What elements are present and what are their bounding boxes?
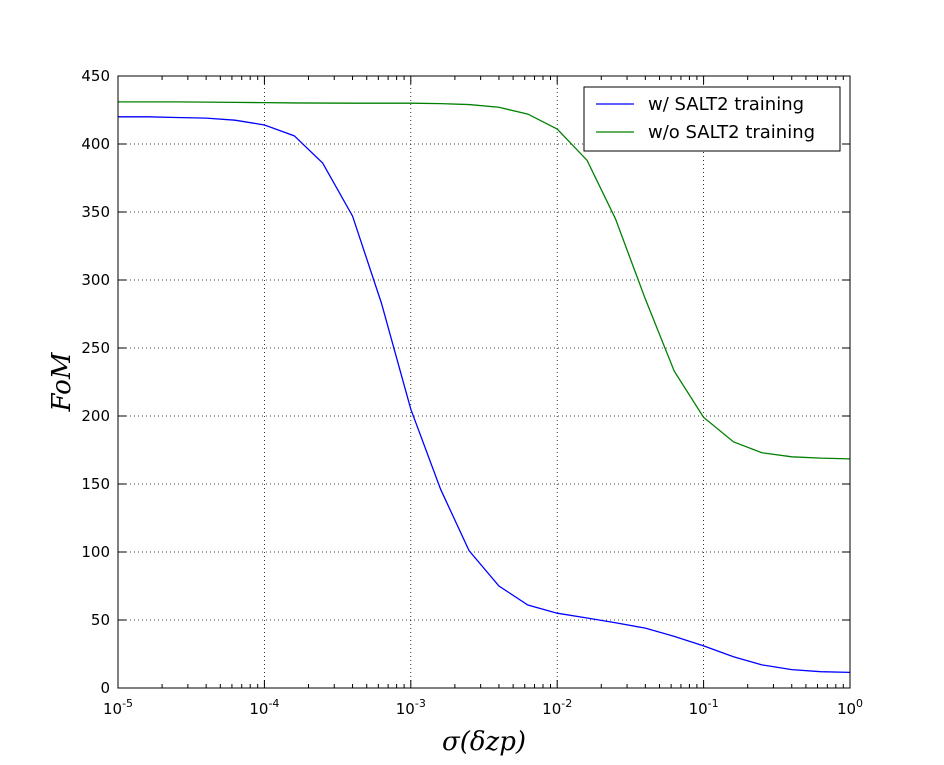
- x-tick-label: 10-2: [542, 697, 572, 718]
- y-tick-label: 250: [81, 339, 110, 357]
- legend-box: [583, 86, 841, 152]
- y-tick-label: 150: [81, 475, 110, 493]
- plot-frame: [117, 75, 851, 689]
- x-axis-label: σ(δzp): [442, 727, 526, 757]
- series-line: [118, 101, 851, 460]
- grid: [118, 76, 850, 688]
- y-tick-label: 300: [81, 271, 110, 289]
- x-tick-label: 10-3: [396, 697, 426, 718]
- x-tick-label: 10-5: [103, 697, 133, 718]
- y-tick-label: 350: [81, 203, 110, 221]
- y-axis-label: FoM: [47, 351, 77, 412]
- ticks: 0 50 100 150 200 250 300 350 400 450 10-5 10-4 10-3 1…: [81, 67, 863, 718]
- x-tick-label: 10-1: [689, 697, 719, 718]
- y-tick-label: 450: [81, 67, 110, 85]
- legend-entry-label: w/o SALT2 training: [648, 122, 815, 143]
- y-tick-label: 200: [81, 407, 110, 425]
- y-tick-label: 50: [91, 611, 110, 629]
- x-tick-label: 100: [837, 697, 863, 718]
- y-tick-label: 0: [100, 679, 110, 697]
- x-tick-label: 10-4: [249, 697, 279, 718]
- y-tick-label: 400: [81, 135, 110, 153]
- series-line: [118, 116, 851, 674]
- series-layer: [118, 101, 851, 674]
- y-tick-label: 100: [81, 543, 110, 561]
- legend-entry-label: w/ SALT2 training: [648, 94, 804, 115]
- legend: w/ SALT2 training w/o SALT2 training: [583, 86, 841, 152]
